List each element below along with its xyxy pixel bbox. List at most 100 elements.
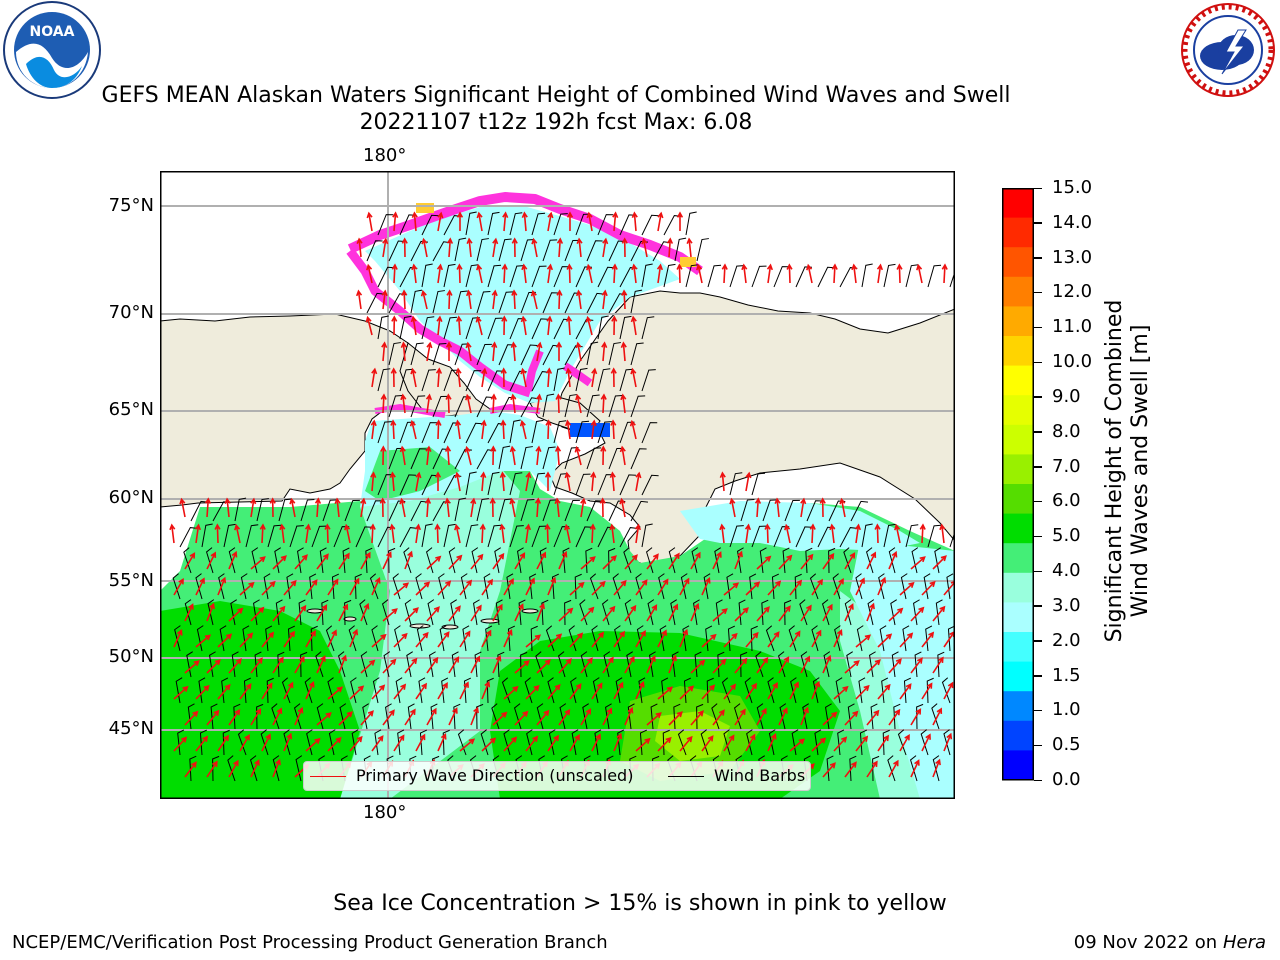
wave-arrow (294, 655, 305, 674)
wave-arrow (446, 237, 454, 258)
wind-barb (649, 651, 656, 678)
wind-barb (586, 447, 602, 470)
wave-arrow (492, 654, 502, 674)
wave-arrow (305, 681, 315, 700)
wave-arrow (366, 263, 373, 284)
noaa-logo-text: NOAA (30, 24, 75, 40)
wave-arrow (393, 582, 410, 596)
wind-barb (473, 599, 480, 626)
wave-arrow (555, 341, 563, 361)
wind-barb (394, 625, 401, 652)
wave-arrow (806, 263, 813, 284)
wind-barb (949, 269, 955, 288)
wind-barb (626, 651, 633, 678)
wave-arrow (921, 631, 935, 648)
wave-arrow (822, 654, 832, 674)
wave-arrow (492, 237, 499, 258)
wind-barb (438, 573, 445, 600)
wave-arrow (401, 289, 408, 310)
wind-barb (427, 599, 435, 626)
wave-arrow (481, 578, 493, 596)
wind-barb (773, 266, 790, 288)
wave-arrow (635, 629, 646, 648)
wind-barb (630, 500, 649, 522)
ocean-chukchi (365, 205, 680, 403)
wave-arrow (206, 551, 217, 570)
wave-arrow (676, 211, 684, 231)
wind-barb (263, 573, 271, 600)
footer-machine: Hera (1222, 932, 1266, 953)
wave-arrow (839, 497, 846, 518)
wave-arrow (855, 735, 869, 752)
wave-arrow (261, 682, 273, 700)
wind-barb (608, 342, 621, 366)
wind-barb (283, 729, 291, 756)
wave-arrow (666, 237, 674, 258)
wind-barb (923, 573, 931, 600)
wind-barb (410, 342, 424, 366)
wave-arrow (426, 656, 439, 674)
wind-barb (559, 703, 567, 730)
wave-arrow (899, 683, 912, 700)
wind-barb (179, 527, 198, 548)
wind-barb (659, 625, 667, 652)
wave-arrow (206, 709, 220, 726)
wind-barb (879, 625, 887, 652)
wind-barb (865, 547, 874, 574)
wind-barb (254, 651, 262, 678)
wind-barb (674, 237, 687, 262)
wave-arrow (360, 710, 374, 726)
wind-barb (374, 729, 382, 756)
wave-arrow (877, 734, 889, 752)
wave-arrow (899, 632, 914, 648)
wave-arrow (455, 367, 462, 388)
wind-barb (187, 703, 195, 730)
wave-arrow (679, 685, 695, 700)
wave-arrow (558, 607, 574, 622)
wind-barb (794, 573, 802, 600)
wind-barb (751, 525, 767, 548)
wave-arrow (173, 577, 184, 596)
wind-barb (451, 651, 459, 678)
wave-arrow (334, 497, 341, 518)
wave-arrow (445, 393, 452, 414)
wave-arrow (602, 555, 617, 570)
wave-arrow (580, 556, 596, 570)
wind-barb (605, 703, 612, 730)
wave-arrow (410, 315, 417, 336)
wind-barb (432, 290, 445, 314)
wind-barb (943, 729, 951, 756)
wave-arrow (800, 604, 812, 622)
wave-arrow (701, 735, 714, 752)
wave-arrow (169, 523, 176, 544)
wave-arrow (910, 556, 926, 570)
wave-arrow (327, 686, 344, 700)
noaa-logo: NOAA (3, 1, 101, 99)
wind-barb (174, 625, 181, 652)
wave-arrow (932, 605, 946, 622)
wave-arrow (448, 656, 460, 674)
wind-barb (562, 547, 570, 574)
wave-arrow (399, 445, 406, 466)
wave-arrow (899, 581, 915, 596)
wind-barb (799, 599, 808, 626)
wave-arrow (289, 497, 296, 518)
wave-arrow (250, 556, 266, 570)
wind-barb (406, 651, 413, 678)
sea-ice-strait (489, 403, 541, 414)
wave-arrow (489, 497, 496, 518)
wind-barb (526, 729, 533, 756)
wave-arrow (601, 289, 608, 310)
wind-barb (761, 599, 769, 626)
wave-arrow (586, 211, 593, 232)
wind-barb (442, 729, 450, 756)
wave-arrow (635, 737, 651, 752)
wave-arrow (767, 681, 778, 700)
wave-arrow (624, 554, 638, 570)
wave-arrow (393, 734, 405, 752)
wind-barb (717, 651, 725, 678)
wave-arrow (393, 683, 407, 700)
wind-barb (465, 422, 483, 444)
colorbar-tick-mark (1034, 291, 1042, 294)
wind-barb (395, 677, 403, 704)
